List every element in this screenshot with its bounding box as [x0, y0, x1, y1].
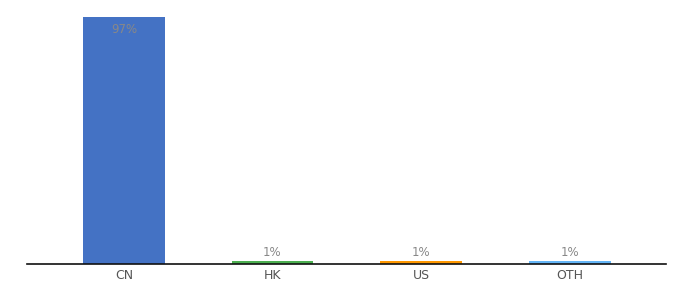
- Bar: [529, 261, 611, 264]
- Bar: [83, 16, 165, 264]
- Bar: [380, 261, 462, 264]
- Text: 1%: 1%: [412, 246, 430, 259]
- Text: 1%: 1%: [560, 246, 579, 259]
- Text: 97%: 97%: [111, 23, 137, 36]
- Bar: [232, 261, 313, 264]
- Text: 1%: 1%: [263, 246, 282, 259]
